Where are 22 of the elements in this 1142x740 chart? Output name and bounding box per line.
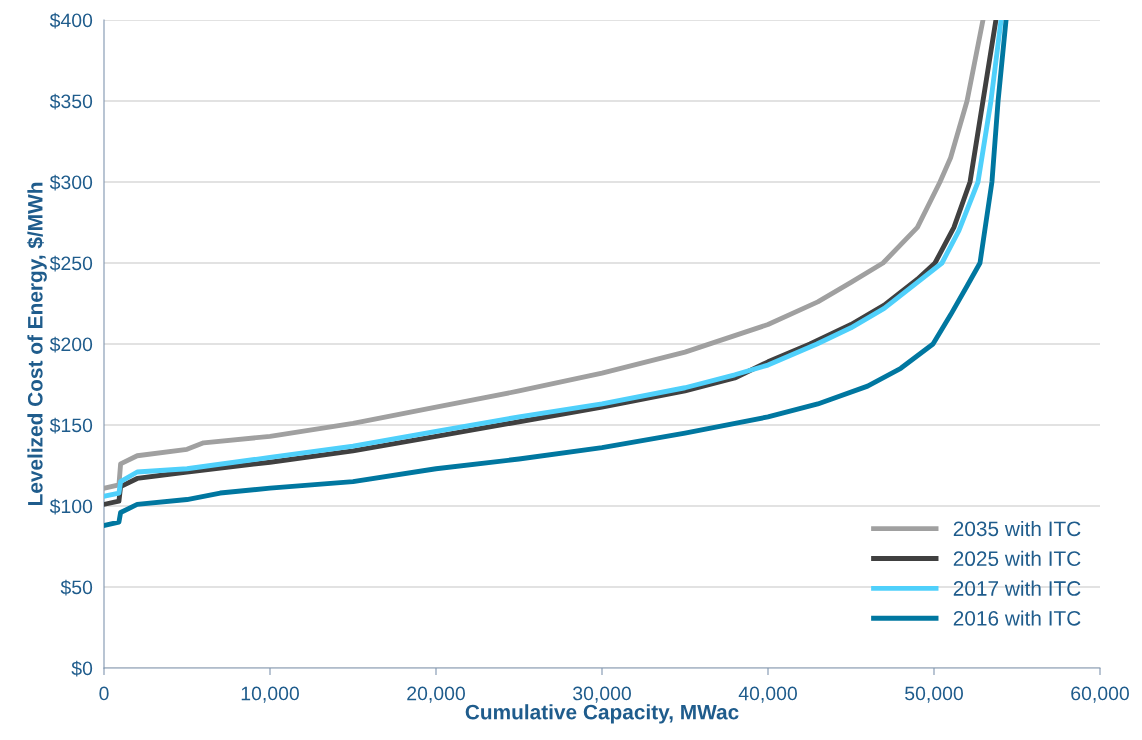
y-tick-label: $400 bbox=[49, 12, 93, 29]
x-tick-label: 0 bbox=[99, 686, 109, 701]
y-axis-title: Levelized Cost of Energy, $/MWh bbox=[26, 182, 47, 506]
y-tick-label: $150 bbox=[49, 417, 93, 434]
legend-label: 2025 with ITC bbox=[953, 550, 1081, 567]
y-tick-label: $250 bbox=[49, 255, 93, 272]
legend-label: 2035 with ITC bbox=[953, 520, 1081, 537]
x-tick-label: 30,000 bbox=[573, 686, 631, 703]
y-tick-label: $300 bbox=[49, 174, 93, 191]
x-tick-label: 50,000 bbox=[905, 686, 963, 703]
legend-label: 2016 with ITC bbox=[953, 610, 1081, 626]
x-tick-label: 60,000 bbox=[1071, 686, 1129, 703]
x-tick-label: 10,000 bbox=[241, 686, 299, 703]
y-tick-label: $50 bbox=[60, 579, 93, 596]
x-tick-label: 40,000 bbox=[738, 686, 797, 703]
y-tick-label: $350 bbox=[49, 93, 93, 110]
x-tick-label: 20,000 bbox=[407, 686, 465, 703]
y-tick-label: $200 bbox=[49, 336, 93, 353]
y-tick-label: $0 bbox=[71, 660, 93, 677]
legend-label: 2017 with ITC bbox=[953, 580, 1081, 596]
x-axis-title: Cumulative Capacity, MWac bbox=[465, 704, 739, 724]
y-tick-label: $100 bbox=[49, 498, 93, 515]
